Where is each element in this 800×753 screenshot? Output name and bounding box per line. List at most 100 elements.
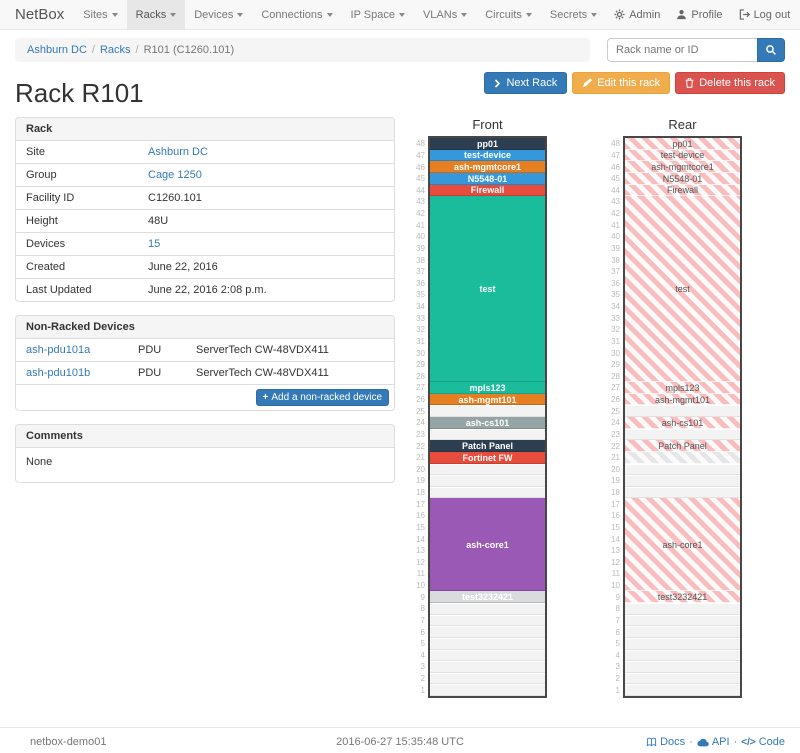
nonracked-panel-title: Non-Racked Devices [16,316,394,339]
device-name-link[interactable]: ash-pdu101b [16,361,128,384]
chevron-down-icon [111,12,118,17]
unit-number: 34 [416,302,425,312]
device-block[interactable]: ash-mgmtcore1 [625,161,740,173]
attr-value: June 22, 2016 [138,255,394,279]
unit-number: 14 [416,534,425,544]
comments-panel-title: Comments [16,425,394,448]
device-block[interactable]: test [625,196,740,383]
nav-item-devices[interactable]: Devices [185,0,252,29]
unit-number: 41 [611,220,620,230]
edit-rack-button[interactable]: Edit this rack [572,72,671,94]
rack-attr-row: Last Updated June 22, 2016 2:08 p.m. [16,278,394,301]
device-block[interactable]: ash-mgmtcore1 [430,161,545,173]
unit-number: 5 [420,639,425,649]
comments-body: None [26,456,53,468]
next-rack-button[interactable]: Next Rack [484,72,568,94]
unit-number: 40 [611,232,620,242]
device-model: ServerTech CW-48VDX411 [196,344,329,356]
device-block[interactable]: Fortinet FW [430,451,545,464]
front-unit-numbers: 48 47 46 45 44 43 42 41 40 39 38 37 36 35 34 33 32 31 30 29… [413,136,428,698]
unit-number: 47 [611,150,620,160]
empty-unit [430,405,545,417]
search-button[interactable] [757,38,785,62]
empty-unit [430,661,545,673]
rack-attr-row: Facility ID C1260.101 [16,186,394,210]
code-icon: </> [741,736,756,748]
unit-number: 21 [416,453,425,463]
unit-number: 9 [420,592,425,602]
device-block[interactable]: ash-mgmt101 [430,393,545,406]
device-block[interactable]: ash-cs101 [625,417,740,429]
add-nonracked-device-button[interactable]: + Add a non-racked device [255,389,389,406]
unit-number: 32 [416,325,425,335]
nav-item-ip-space[interactable]: IP Space [342,0,414,29]
device-name-link[interactable]: ash-pdu101a [26,344,91,356]
attr-value[interactable]: Ashburn DC [148,146,208,158]
device-block[interactable]: ash-core1 [625,498,740,592]
nav-item-admin[interactable]: Admin [606,0,668,29]
empty-unit [430,428,545,441]
device-block[interactable]: Patch Panel [625,440,740,452]
unit-number: 11 [416,569,425,579]
breadcrumb-racks[interactable]: Racks [99,44,131,56]
gear-icon [614,9,625,20]
device-block[interactable]: ash-core1 [430,498,545,592]
attr-value[interactable]: 15 [138,232,394,256]
app-brand[interactable]: NetBox [15,6,65,23]
edit-rack-label: Edit this rack [597,77,661,89]
nav-item-sites[interactable]: Sites [74,0,126,29]
device-block[interactable]: N5548-01 [625,172,740,185]
device-block[interactable]: pp01 [430,138,545,150]
unit-number: 37 [416,267,425,277]
unit-number: 43 [611,197,620,207]
nav-item-circuits[interactable]: Circuits [476,0,541,29]
device-block[interactable]: pp01 [625,138,740,150]
device-block[interactable]: mpls123 [625,382,740,394]
empty-unit [625,405,740,417]
chevron-down-icon [237,12,244,17]
nav-item-label: Devices [194,8,234,21]
unit-number: 2 [615,674,620,684]
nav-item-logout[interactable]: Log out [731,0,799,29]
next-rack-label: Next Rack [506,77,558,89]
nav-item-profile[interactable]: Profile [668,0,730,29]
unit-number: 25 [416,406,425,416]
delete-rack-button[interactable]: Delete this rack [675,72,785,94]
device-type: PDU [128,361,186,384]
breadcrumb-site[interactable]: Ashburn DC [27,44,87,56]
nav-item-racks[interactable]: Racks [126,0,186,29]
device-block[interactable]: ash-cs101 [430,417,545,429]
comments-panel: Comments None [15,424,395,483]
nav-item-label: Secrets [549,8,588,21]
device-block[interactable]: Patch Panel [430,440,545,452]
search-input[interactable] [607,38,757,62]
nav-item-connections[interactable]: Connections [252,0,341,29]
unit-number: 1 [615,685,620,695]
device-block[interactable]: test-device [430,149,545,162]
attr-value[interactable]: Cage 1250 [138,163,394,187]
unit-number: 30 [611,348,620,358]
device-block[interactable]: test3232421 [430,591,545,603]
docs-link[interactable]: Docs [646,736,685,748]
nav-item-vlans[interactable]: VLANs [414,0,476,29]
empty-unit [430,649,545,662]
unit-number: 45 [611,174,620,184]
empty-unit [625,672,740,685]
device-block[interactable]: test3232421 [625,591,740,603]
nav-item-secrets[interactable]: Secrets [541,0,606,29]
device-block[interactable]: Firewall [430,184,545,197]
empty-unit [430,637,545,650]
empty-unit [625,637,740,650]
unit-number: 46 [611,162,620,172]
device-block[interactable]: ash-mgmt101 [625,393,740,406]
device-block[interactable]: test [430,196,545,383]
device-block[interactable]: Firewall [625,184,740,197]
unit-number: 21 [611,453,620,463]
device-block[interactable]: mpls123 [430,382,545,394]
unit-number: 7 [615,615,620,625]
code-link[interactable]: </> Code [741,736,785,748]
api-link[interactable]: API [697,736,730,748]
device-block[interactable]: test-device [625,149,740,162]
device-block[interactable]: N5548-01 [430,172,545,185]
unit-number: 47 [416,150,425,160]
